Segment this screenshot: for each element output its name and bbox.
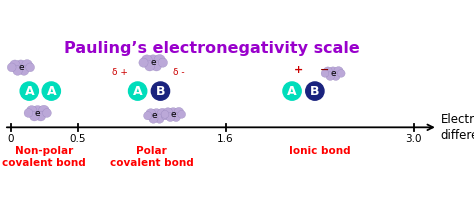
Circle shape — [22, 60, 33, 70]
Circle shape — [151, 61, 162, 71]
Text: e: e — [18, 63, 24, 72]
Text: A: A — [25, 85, 34, 98]
Text: e: e — [171, 110, 176, 119]
Circle shape — [149, 114, 158, 123]
Text: δ -: δ - — [173, 68, 184, 77]
Circle shape — [158, 58, 167, 67]
Text: Pauling’s electronegativity scale: Pauling’s electronegativity scale — [64, 41, 360, 56]
Text: e: e — [35, 109, 40, 118]
Circle shape — [334, 67, 343, 76]
Circle shape — [141, 55, 153, 66]
Circle shape — [163, 108, 173, 117]
Circle shape — [283, 82, 301, 100]
Circle shape — [145, 61, 155, 71]
Text: 0.5: 0.5 — [70, 134, 86, 144]
Text: B: B — [310, 85, 319, 98]
Text: 0: 0 — [8, 134, 14, 144]
Circle shape — [328, 67, 338, 78]
Circle shape — [321, 70, 329, 77]
Text: Electronegativity
difference: Electronegativity difference — [440, 113, 474, 142]
Circle shape — [24, 109, 33, 117]
Circle shape — [29, 111, 39, 121]
Text: A: A — [133, 85, 143, 98]
Circle shape — [331, 72, 340, 80]
Circle shape — [146, 109, 156, 119]
Circle shape — [150, 109, 163, 121]
Circle shape — [151, 82, 170, 100]
Circle shape — [161, 112, 170, 120]
Circle shape — [157, 108, 168, 119]
Circle shape — [43, 109, 51, 117]
Circle shape — [144, 112, 152, 120]
Circle shape — [27, 106, 37, 116]
Circle shape — [38, 105, 49, 116]
Text: −: − — [320, 65, 329, 75]
Circle shape — [19, 66, 29, 75]
Text: e: e — [330, 69, 336, 78]
Text: e: e — [150, 58, 156, 67]
Text: B: B — [156, 85, 165, 98]
Circle shape — [178, 110, 186, 118]
Circle shape — [128, 82, 147, 100]
Circle shape — [31, 106, 44, 118]
Circle shape — [13, 66, 22, 75]
Circle shape — [161, 110, 169, 118]
Circle shape — [154, 55, 165, 66]
Circle shape — [337, 70, 345, 77]
Circle shape — [326, 72, 335, 80]
Text: 3.0: 3.0 — [405, 134, 422, 144]
Circle shape — [139, 58, 148, 67]
Circle shape — [26, 63, 35, 72]
Text: A: A — [46, 85, 56, 98]
Circle shape — [7, 63, 16, 72]
Circle shape — [323, 67, 332, 76]
Circle shape — [9, 60, 20, 71]
Text: Ionic bond: Ionic bond — [289, 146, 350, 156]
Circle shape — [15, 60, 27, 73]
Circle shape — [20, 82, 38, 100]
Text: δ +: δ + — [111, 68, 128, 77]
Circle shape — [168, 108, 179, 119]
Text: A: A — [287, 85, 297, 98]
Circle shape — [42, 82, 60, 100]
Text: +: + — [293, 65, 303, 75]
Text: 1.6: 1.6 — [217, 134, 234, 144]
Circle shape — [174, 107, 184, 117]
Text: Non-polar
covalent bond: Non-polar covalent bond — [2, 146, 86, 168]
Circle shape — [36, 111, 46, 121]
Circle shape — [146, 55, 160, 68]
Text: e: e — [152, 111, 157, 120]
Circle shape — [166, 113, 175, 122]
Text: Polar
covalent bond: Polar covalent bond — [110, 146, 193, 168]
Circle shape — [306, 82, 324, 100]
Circle shape — [172, 113, 181, 122]
Circle shape — [155, 114, 164, 123]
